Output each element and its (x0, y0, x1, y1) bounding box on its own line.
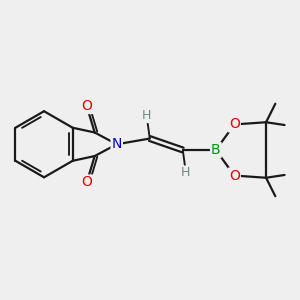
Text: O: O (81, 99, 92, 113)
Text: H: H (142, 109, 152, 122)
Text: O: O (229, 169, 240, 183)
Text: N: N (112, 137, 122, 151)
Text: O: O (229, 117, 240, 131)
Text: O: O (81, 176, 92, 190)
Text: H: H (181, 167, 190, 179)
Text: B: B (211, 143, 221, 157)
